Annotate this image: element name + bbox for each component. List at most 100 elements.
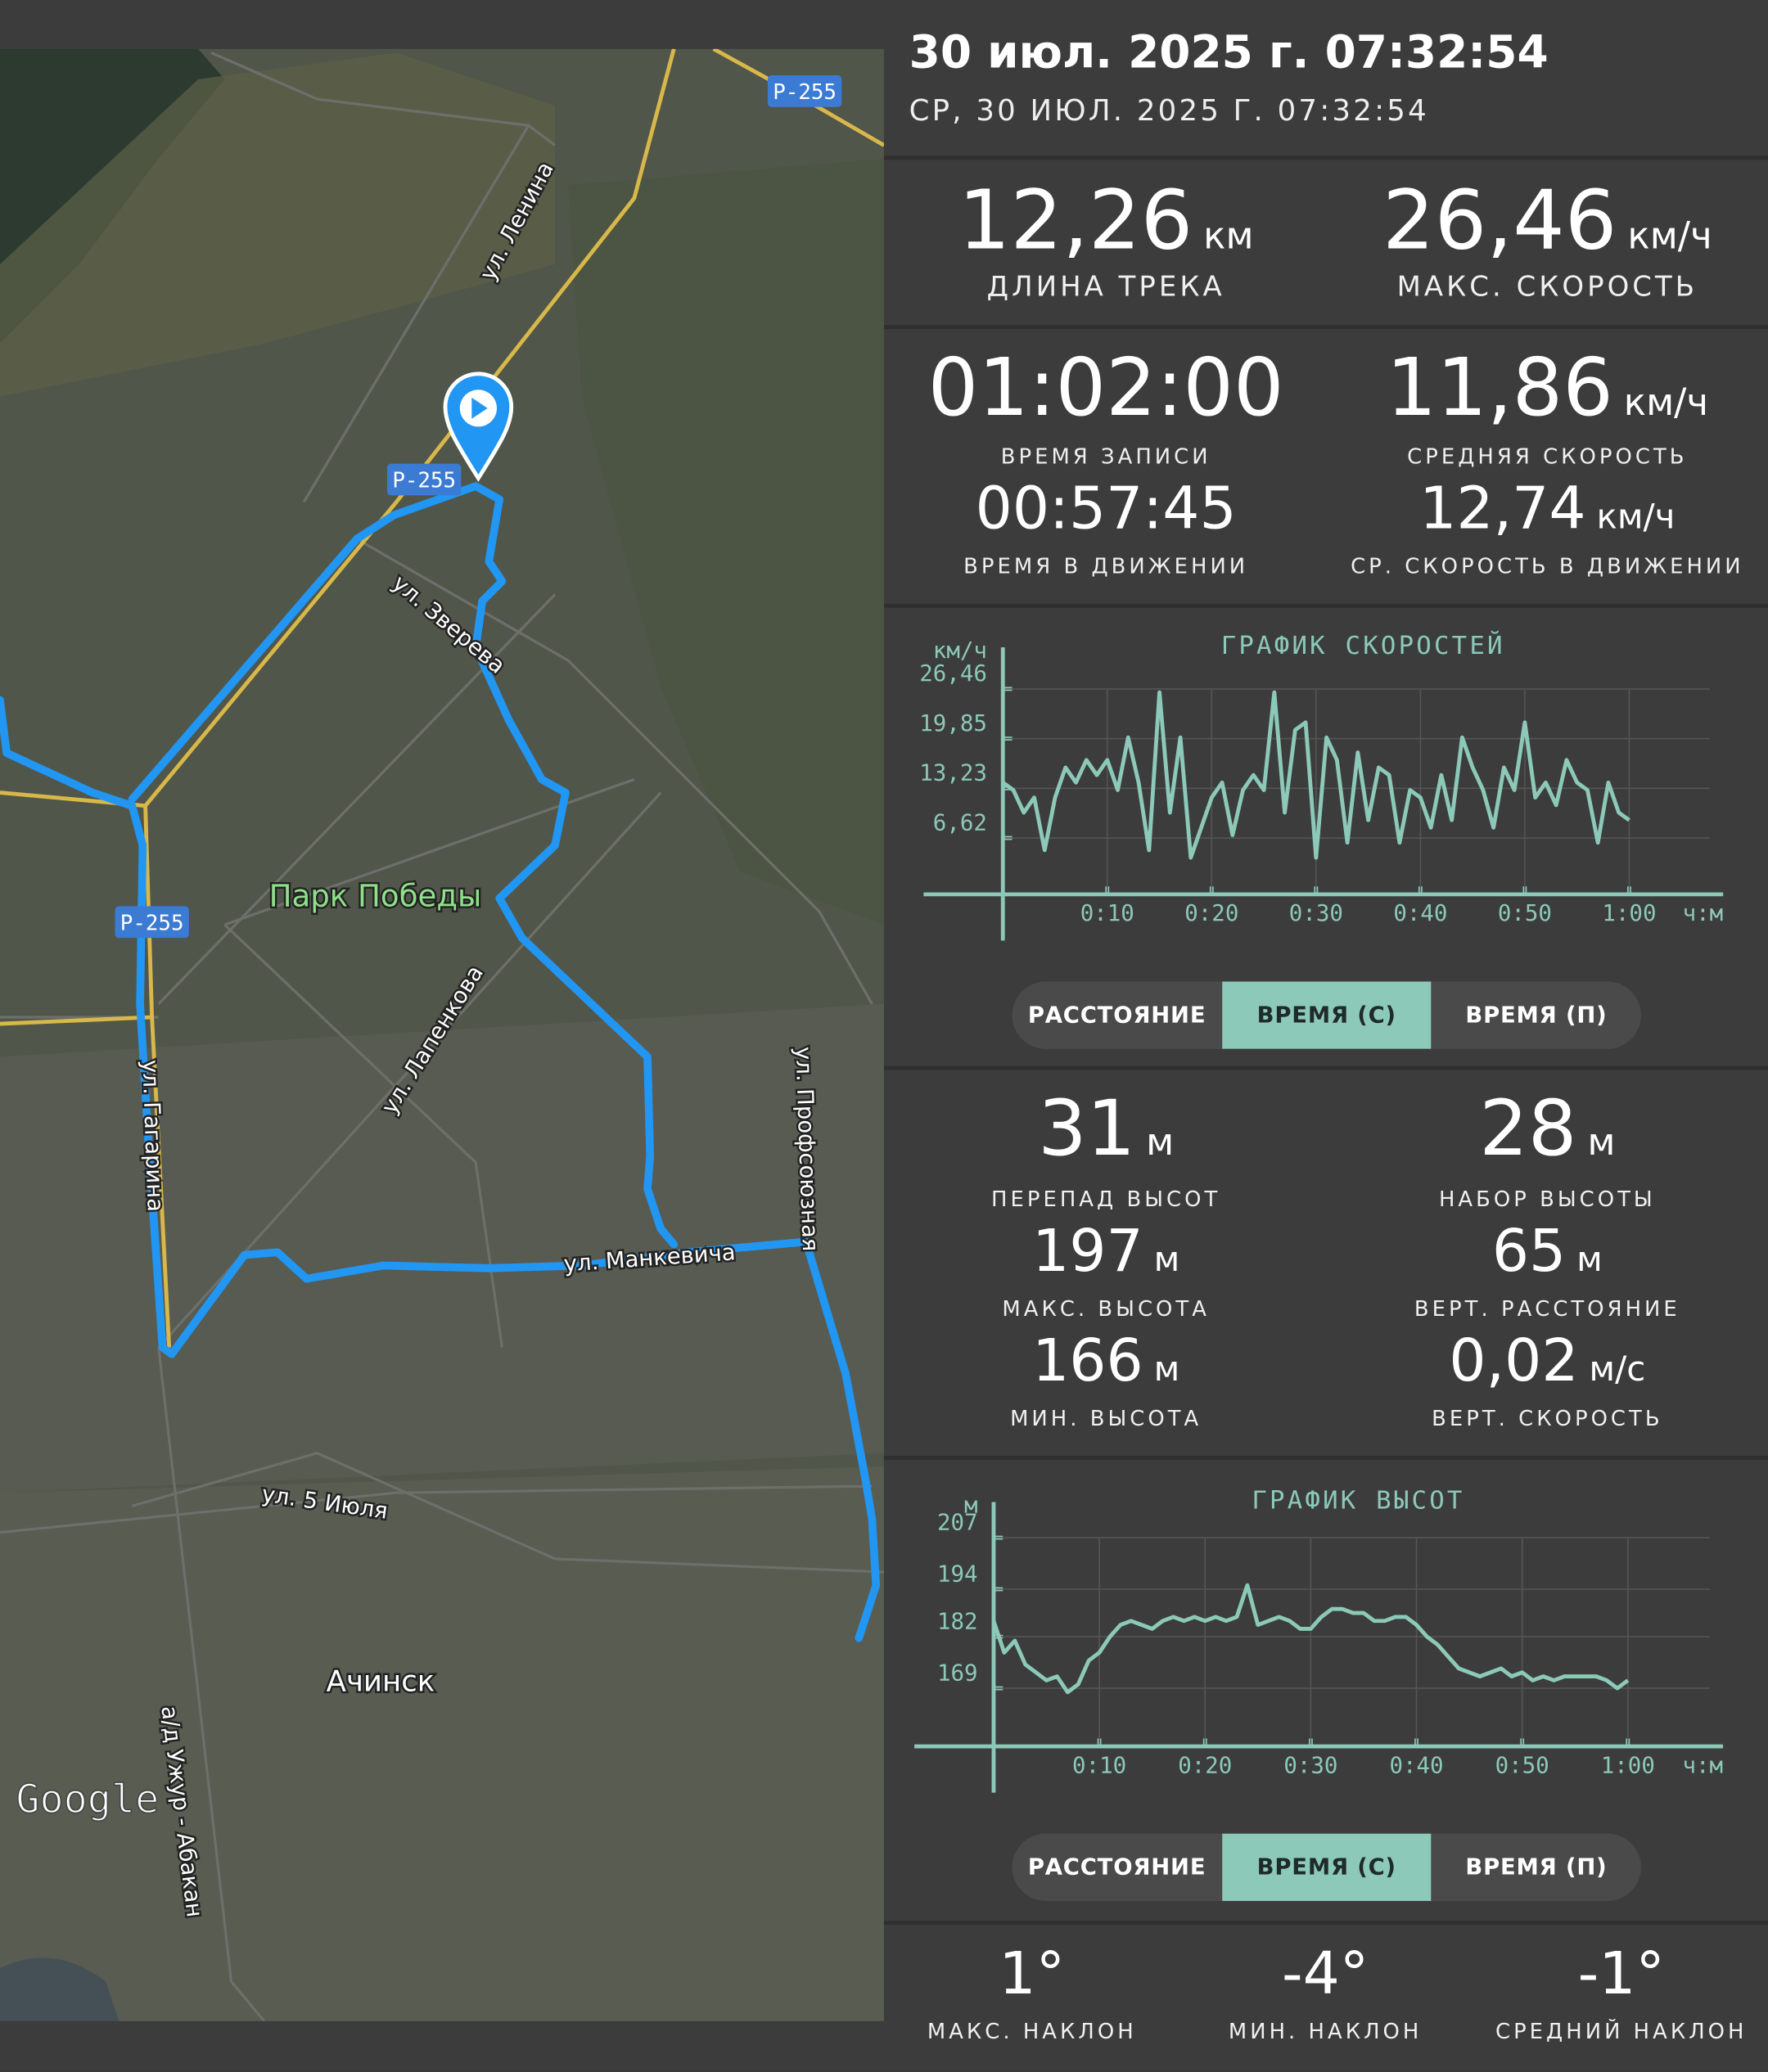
stat: 65 м (1492, 1223, 1603, 1281)
x-tick-label: 0:30 (1289, 901, 1343, 926)
stat: 31 м (1038, 1090, 1174, 1167)
y-tick-label: 194 (937, 1561, 978, 1587)
stat-label: ВРЕМЯ В ДВИЖЕНИИ (963, 553, 1249, 579)
stat: 12,74 км/ч (1419, 480, 1675, 539)
y-tick-label: 169 (937, 1660, 978, 1686)
field (0, 52, 556, 397)
separator (883, 155, 1768, 160)
toggle: РАССТОЯНИЕ ВРЕМЯ (С) ВРЕМЯ (П) (1012, 981, 1641, 1049)
x-unit: ч:м (1683, 901, 1724, 926)
y-tick-label: 207 (937, 1510, 978, 1535)
stat-unit: м (1146, 1119, 1175, 1164)
pin-play (471, 397, 488, 419)
map-label: Р-255 (392, 469, 456, 493)
separator (883, 325, 1768, 329)
stat-value: 00:57:45 (975, 475, 1237, 543)
stat-value: 1° (999, 1940, 1066, 2008)
stat-value: 26,46 (1382, 171, 1617, 268)
stat-value: 11,86 (1386, 342, 1613, 435)
stat-label: МАКС. ВЫСОТА (1002, 1295, 1210, 1322)
elevation-chart: ГРАФИК ВЫСОТ м ч:м 169 182 194 207 0:10 0:20 0:30… (914, 1487, 1724, 1793)
x-tick-label: 0:50 (1498, 901, 1552, 926)
stat-unit: м (1153, 1240, 1180, 1281)
track (0, 482, 881, 1642)
subtitle: СР, 30 ИЮЛ. 2025 Г. 07:32:54 (909, 95, 1429, 128)
stat: 1° (999, 1945, 1065, 2004)
chart-title: ГРАФИК СКОРОСТЕЙ (1221, 631, 1505, 660)
stat: 00:57:45 (976, 480, 1237, 539)
stat-label: ВЕРТ. РАССТОЯНИЕ (1414, 1295, 1680, 1322)
toggle-option[interactable]: РАССТОЯНИЕ (1027, 1854, 1206, 1881)
x-tick-label: 0:10 (1072, 1753, 1126, 1778)
x-tick-label: 1:00 (1601, 1753, 1655, 1778)
chart-title: ГРАФИК ВЫСОТ (1252, 1487, 1464, 1516)
stat-value: 0,02 (1449, 1327, 1579, 1395)
stat: 11,86 км/ч (1387, 349, 1709, 428)
stat-label: СРЕДНЯЯ СКОРОСТЬ (1407, 444, 1688, 470)
stat-label: НАБОР ВЫСОТЫ (1438, 1186, 1656, 1212)
map-label: ул. Гагарина (137, 1060, 167, 1213)
stat-label: ДЛИНА ТРЕКА (986, 270, 1225, 303)
urban-area (0, 1466, 884, 2021)
map[interactable]: Р-255 Р-255 Р-255 ул. Ленина ул. Зверева… (0, 48, 884, 2021)
toggle-option[interactable]: ВРЕМЯ (П) (1465, 1002, 1608, 1029)
map-attribution: Google (16, 1777, 159, 1822)
y-tick-label: 13,23 (919, 761, 987, 786)
stat-label: МАКС. НАКЛОН (927, 2018, 1137, 2044)
stat-value: 12,26 (958, 171, 1193, 268)
stat: -4° (1282, 1945, 1369, 2004)
stat-label: МИН. ВЫСОТА (1010, 1405, 1202, 1431)
y-tick-label: 19,85 (919, 711, 987, 736)
x-tick-label: 0:20 (1178, 1753, 1232, 1778)
stat: 01:02:00 (928, 349, 1284, 428)
route-shields (115, 75, 842, 939)
separator (883, 1455, 1768, 1460)
stat-unit: м (1587, 1119, 1616, 1164)
shield (767, 75, 842, 107)
stat-label: ПЕРЕПАД ВЫСОТ (991, 1186, 1221, 1212)
toggle-option[interactable]: ВРЕМЯ (С) (1221, 981, 1432, 1049)
stat-value: -1° (1577, 1940, 1665, 2008)
separator (883, 1065, 1768, 1070)
stat: 26,46 км/ч (1382, 179, 1712, 262)
map-label: Ачинск (327, 1664, 435, 1698)
stat-value: 31 (1038, 1083, 1136, 1173)
map-label: Р-255 (120, 911, 184, 935)
data-line (1001, 690, 1630, 860)
stat: 166 м (1032, 1332, 1180, 1391)
stat: -1° (1578, 1945, 1665, 2004)
stat-label: СР. СКОРОСТЬ В ДВИЖЕНИИ (1351, 553, 1744, 579)
stat: 197 м (1032, 1223, 1179, 1281)
x-tick-label: 0:40 (1393, 901, 1447, 926)
y-tick-label: 26,46 (919, 661, 987, 687)
x-tick-label: 0:10 (1080, 901, 1134, 926)
map-label: Р-255 (773, 80, 837, 105)
stat-unit: км/ч (1623, 380, 1709, 425)
x-tick-label: 0:20 (1184, 901, 1238, 926)
stat-value: 28 (1479, 1083, 1577, 1173)
y-tick-label: 182 (937, 1609, 978, 1634)
stat: 0,02 м/с (1449, 1332, 1645, 1391)
stat-unit: км/ч (1627, 214, 1712, 258)
start-pin[interactable] (443, 372, 514, 482)
stat-value: 12,74 (1419, 475, 1586, 543)
x-unit: ч:м (1682, 1753, 1723, 1778)
toggle-option[interactable]: РАССТОЯНИЕ (1027, 1002, 1206, 1029)
map-label: Парк Победы (269, 878, 482, 913)
x-tick-label: 1:00 (1602, 901, 1656, 926)
data-line (991, 1583, 1630, 1695)
stat: 28 м (1479, 1090, 1615, 1167)
separator (883, 1921, 1768, 1926)
stat-value: 01:02:00 (927, 342, 1284, 435)
y-unit: км/ч (933, 638, 987, 664)
separator (883, 603, 1768, 608)
x-tick-label: 0:50 (1495, 1753, 1549, 1778)
toggle-option[interactable]: ВРЕМЯ (П) (1465, 1854, 1608, 1881)
shield (386, 463, 462, 496)
toggle-option[interactable]: ВРЕМЯ (С) (1221, 1833, 1432, 1901)
stat-label: МАКС. СКОРОСТЬ (1396, 270, 1698, 303)
stat-value: 166 (1032, 1327, 1143, 1395)
stat-unit: м (1153, 1349, 1180, 1390)
